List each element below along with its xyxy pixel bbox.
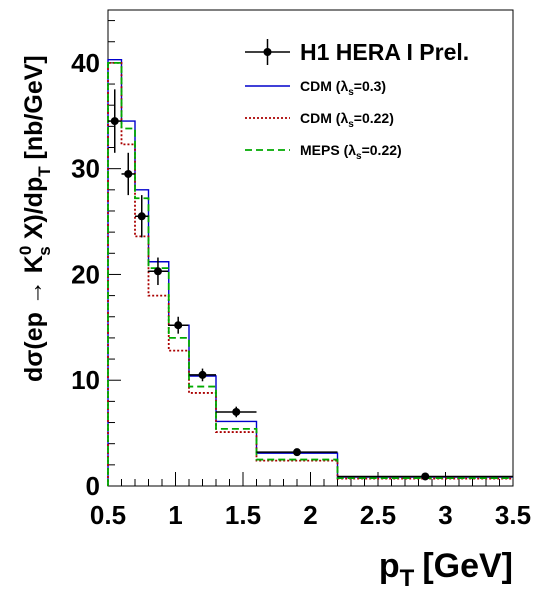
y-tick-label: 30 (71, 154, 100, 184)
x-tick-label: 1 (168, 500, 182, 530)
data-point-marker (232, 407, 241, 416)
y-tick-label: 20 (71, 259, 100, 289)
x-tick-label: 3.5 (495, 500, 531, 530)
y-tick-label: 10 (71, 365, 100, 395)
y-tick-label: 40 (71, 48, 100, 78)
data-point-marker (153, 267, 162, 276)
data-point-marker (110, 117, 119, 126)
data-point-marker (198, 370, 207, 379)
x-tick-label: 1.5 (225, 500, 261, 530)
legend-label-3: MEPS (λs=0.22) (300, 142, 402, 162)
series-line-3 (107, 61, 513, 486)
legend-marker-point-data (263, 48, 272, 56)
data-point-marker (421, 472, 430, 481)
x-tick-label: 2 (303, 500, 317, 530)
axis-ticks-group: 0.5 1 1.5 2 2.5 3 3.5 0 10 20 30 40 (71, 20, 531, 530)
legend-label-data: H1 HERA I Prel. (300, 39, 469, 65)
y-tick-label: 0 (86, 471, 100, 501)
x-tick-label: 3 (438, 500, 452, 530)
series-line-2 (107, 61, 513, 486)
legend-label-2: CDM (λs=0.22) (300, 110, 394, 130)
x-axis-label: pT [GeV] (379, 547, 513, 592)
data-point-marker (293, 448, 301, 457)
y-axis-label: dσ(ep → K0s X)/dpT [nb/GeV] (16, 55, 54, 382)
legend-label-1: CDM (λs=0.3) (300, 78, 386, 98)
x-tick-label: 2.5 (360, 500, 396, 530)
data-point-marker (124, 169, 133, 178)
data-point-marker (174, 321, 183, 330)
legend-group: H1 HERA I Prel. CDM (λs=0.3) CDM (λs=0.22)… (245, 39, 469, 162)
x-tick-label: 0.5 (90, 500, 126, 530)
data-points-group (108, 89, 513, 481)
data-point-marker (137, 212, 146, 221)
